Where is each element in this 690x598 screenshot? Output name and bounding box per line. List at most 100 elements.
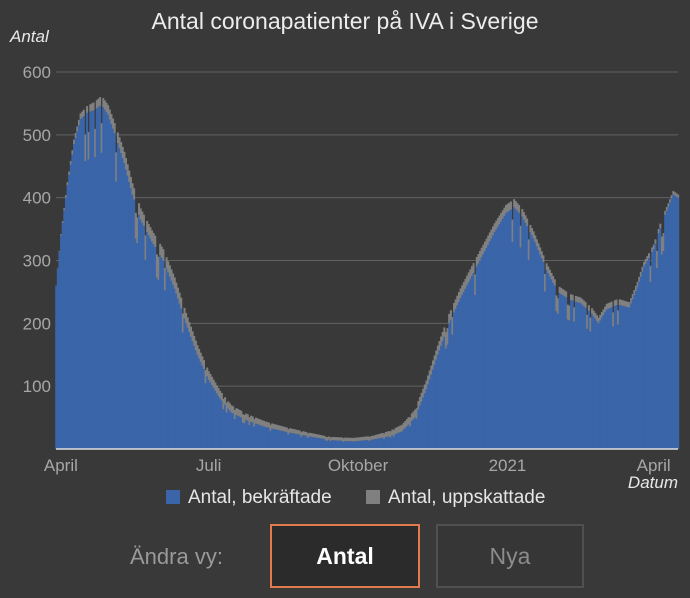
bar-confirmed xyxy=(532,238,535,449)
bar-estimated xyxy=(115,152,118,182)
bar-confirmed xyxy=(103,109,106,449)
bar-confirmed xyxy=(241,422,244,449)
bar-confirmed xyxy=(332,440,335,449)
bar-estimated xyxy=(133,188,136,200)
bar-estimated xyxy=(329,437,332,442)
bar-estimated xyxy=(227,401,230,409)
bar-confirmed xyxy=(347,441,350,449)
bar-estimated xyxy=(431,360,434,370)
bar-confirmed xyxy=(287,434,290,449)
nya-view-button[interactable]: Nya xyxy=(436,524,584,588)
bar-estimated xyxy=(589,317,592,332)
bar-confirmed xyxy=(79,119,82,450)
bar-confirmed xyxy=(254,423,257,449)
bar-confirmed xyxy=(248,425,251,449)
bar-estimated xyxy=(87,132,90,160)
bar-estimated xyxy=(251,416,254,423)
bar-estimated xyxy=(381,432,384,438)
bar-estimated xyxy=(396,427,399,434)
bar-estimated xyxy=(459,288,462,299)
legend: Antal, bekräftade Antal, uppskattade xyxy=(166,487,545,508)
y-axis-label: Antal xyxy=(9,27,50,46)
bar-confirmed xyxy=(560,294,563,449)
bar-confirmed xyxy=(211,385,214,449)
bar-confirmed xyxy=(360,440,363,449)
bar-estimated xyxy=(185,312,188,324)
bar-confirmed xyxy=(581,304,584,449)
bar-estimated xyxy=(243,415,246,424)
bar-confirmed xyxy=(100,152,103,449)
bar-estimated xyxy=(66,182,69,186)
bar-estimated xyxy=(121,146,124,159)
bar-estimated xyxy=(620,299,623,306)
bar-estimated xyxy=(654,239,657,244)
bar-estimated xyxy=(193,335,196,346)
bar-estimated xyxy=(310,433,313,437)
bar-estimated xyxy=(501,210,504,219)
bar-estimated xyxy=(248,417,251,426)
bar-confirmed xyxy=(308,436,311,449)
bar-confirmed xyxy=(479,260,482,449)
bar-estimated xyxy=(583,300,586,307)
bar-confirmed xyxy=(305,435,308,449)
bar-confirmed xyxy=(490,238,493,449)
bar-confirmed xyxy=(258,424,261,449)
bar-confirmed xyxy=(102,107,105,449)
bar-estimated xyxy=(321,435,324,439)
bar-estimated xyxy=(157,256,160,280)
bar-estimated xyxy=(100,123,103,153)
bar-confirmed xyxy=(656,268,659,449)
bar-confirmed xyxy=(630,303,633,449)
bar-estimated xyxy=(612,312,615,327)
bar-confirmed xyxy=(457,301,460,449)
bar-estimated xyxy=(628,302,631,308)
bar-estimated xyxy=(608,302,611,309)
bar-confirmed xyxy=(613,305,616,449)
bar-confirmed xyxy=(90,110,93,450)
bar-estimated xyxy=(357,437,360,441)
bar-confirmed xyxy=(151,241,154,449)
bar-estimated xyxy=(493,223,496,233)
bar-confirmed xyxy=(389,437,392,449)
antal-view-button[interactable]: Antal xyxy=(270,524,420,588)
bar-estimated xyxy=(164,267,167,291)
bar-confirmed xyxy=(466,285,469,449)
bar-confirmed xyxy=(571,300,574,449)
bar-confirmed xyxy=(453,312,456,449)
bar-estimated xyxy=(259,419,262,426)
bar-confirmed xyxy=(306,437,309,449)
bar-estimated xyxy=(128,170,131,182)
bar-confirmed xyxy=(392,436,396,449)
bar-estimated xyxy=(324,436,327,441)
bar-confirmed xyxy=(302,435,305,449)
bar-confirmed xyxy=(634,291,637,449)
bar-confirmed xyxy=(454,308,457,449)
bar-estimated xyxy=(651,247,654,253)
bar-confirmed xyxy=(68,174,71,449)
bar-estimated xyxy=(219,390,222,399)
bar-confirmed xyxy=(110,124,113,449)
bar-estimated xyxy=(388,431,391,437)
bar-estimated xyxy=(451,317,454,335)
bar-confirmed xyxy=(638,281,641,449)
bar-estimated xyxy=(224,397,227,405)
bar-confirmed xyxy=(337,440,340,449)
bar-confirmed xyxy=(651,252,654,449)
bar-confirmed xyxy=(548,276,551,449)
bar-confirmed xyxy=(154,247,157,449)
bar-estimated xyxy=(595,315,599,321)
bar-confirmed xyxy=(284,431,287,449)
bar-confirmed xyxy=(402,429,405,449)
bar-confirmed xyxy=(399,432,402,449)
bar-confirmed xyxy=(652,249,655,449)
bar-estimated xyxy=(155,254,158,278)
bar-estimated xyxy=(246,414,249,421)
bar-estimated xyxy=(566,304,569,320)
bar-confirmed xyxy=(352,441,355,449)
bar-estimated xyxy=(209,374,212,383)
bar-estimated xyxy=(379,433,383,438)
bar-estimated xyxy=(522,212,525,220)
bar-estimated xyxy=(514,201,517,209)
bar-estimated xyxy=(557,298,560,314)
bar-confirmed xyxy=(493,232,496,449)
